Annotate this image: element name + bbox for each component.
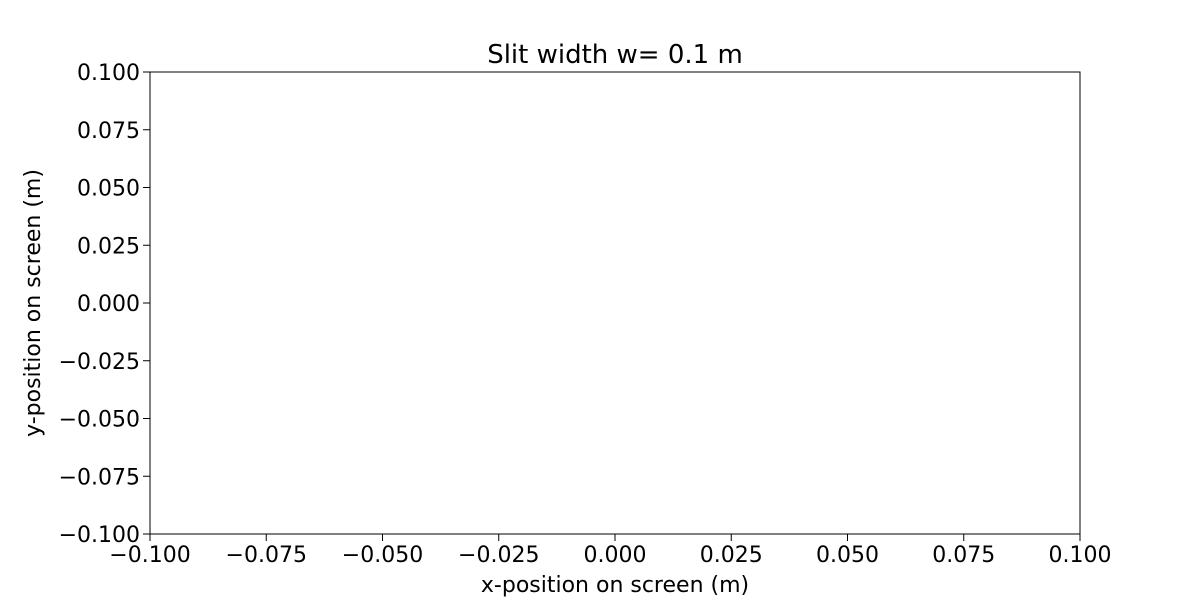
- x-tick-label: −0.100: [109, 543, 190, 568]
- x-tick-label: 0.050: [816, 543, 879, 568]
- x-tick-label: 0.025: [700, 543, 763, 568]
- y-tick-label: −0.075: [59, 465, 140, 490]
- x-tick-label: −0.025: [458, 543, 539, 568]
- y-tick-label: −0.050: [59, 408, 140, 433]
- y-axis-ticks: −0.100 −0.075 −0.050 −0.025 0.000 0.025 0.050 0…: [59, 61, 150, 548]
- y-axis-label: y-position on screen (m): [21, 169, 46, 437]
- x-tick-label: −0.050: [342, 543, 423, 568]
- x-tick-label: 0.100: [1049, 543, 1112, 568]
- y-tick-label: 0.050: [77, 177, 140, 202]
- x-tick-label: 0.075: [932, 543, 995, 568]
- y-tick-label: −0.100: [59, 523, 140, 548]
- y-tick-label: −0.025: [59, 350, 140, 375]
- y-tick-label: 0.025: [77, 234, 140, 259]
- y-tick-label: 0.075: [77, 119, 140, 144]
- x-tick-label: −0.075: [226, 543, 307, 568]
- x-axis-label: x-position on screen (m): [481, 573, 749, 598]
- y-tick-label: 0.000: [77, 292, 140, 317]
- x-axis-ticks: −0.100 −0.075 −0.050 −0.025 0.000 0.025 0.050 0…: [109, 534, 1111, 568]
- y-tick-label: 0.100: [77, 61, 140, 86]
- x-tick-label: 0.000: [584, 543, 647, 568]
- chart-title: Slit width w= 0.1 m: [487, 40, 743, 70]
